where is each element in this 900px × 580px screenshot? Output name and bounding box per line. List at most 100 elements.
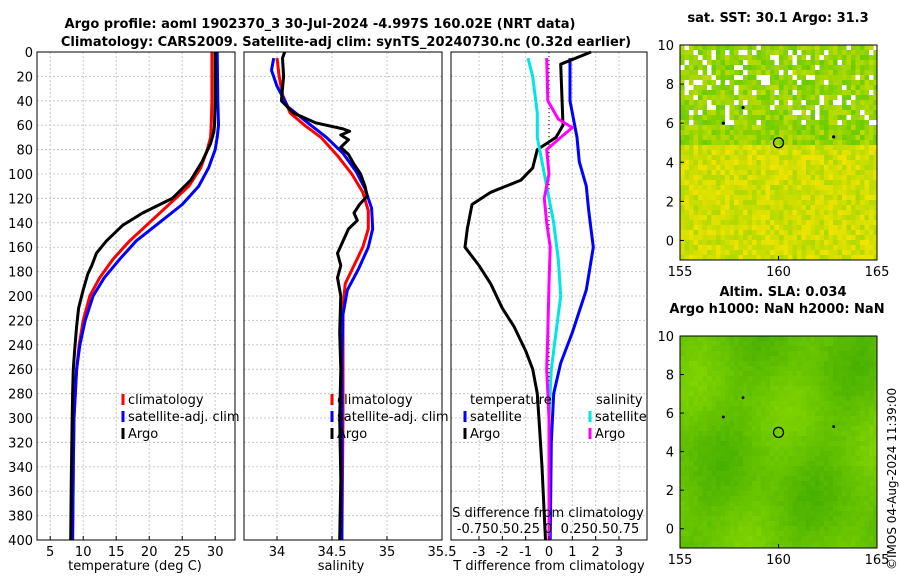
map-cell (801, 451, 807, 457)
map-cell (824, 536, 829, 542)
map-cell (810, 240, 816, 246)
legend-satellite-label: satellite-adj. clim (337, 410, 449, 425)
map-cell (752, 466, 757, 472)
map-cell (729, 496, 735, 502)
map-cell (810, 396, 816, 402)
map-cell (711, 406, 717, 412)
map-cell (797, 90, 802, 96)
map-cell (855, 531, 861, 537)
map-cell (833, 140, 838, 146)
map-cell (680, 506, 685, 512)
map-cell (855, 451, 861, 457)
map-cell (815, 506, 820, 512)
map-cell (869, 336, 874, 342)
map-cell (711, 411, 717, 417)
map-cell (792, 175, 798, 181)
map-cell (860, 100, 865, 106)
map-cell (779, 361, 784, 367)
map-cell (833, 255, 838, 261)
map-cell (819, 180, 825, 186)
map-cell (806, 521, 811, 527)
map-cell (833, 351, 838, 357)
map-cell (711, 130, 717, 136)
map-cell (846, 511, 852, 517)
map-cell (698, 456, 703, 462)
map-cell (711, 541, 717, 547)
map-cell (761, 130, 766, 136)
map-cell (788, 336, 793, 342)
map-cell (792, 521, 798, 527)
map-cell (725, 481, 730, 487)
map-cell (824, 120, 829, 126)
map-cell (680, 80, 685, 86)
map-cell (806, 70, 811, 76)
map-cell (855, 255, 861, 261)
map-cell (743, 230, 748, 236)
map-cell (792, 341, 798, 347)
map-cell (756, 471, 762, 477)
map-cell (711, 481, 717, 487)
map-cell (864, 70, 870, 76)
map-cell (747, 200, 753, 206)
map-cell (698, 431, 703, 437)
map-cell (734, 255, 739, 261)
map-cell (869, 85, 874, 91)
map-cell (828, 506, 834, 512)
map-cell (680, 90, 685, 96)
map-cell (738, 160, 744, 166)
map-cell (698, 80, 703, 86)
map-cell (833, 135, 838, 141)
map-cell (729, 501, 735, 507)
map-cell (851, 451, 856, 457)
difference-legend: temperature salinitysatelliteArgosatellit… (463, 393, 647, 442)
map-cell (743, 516, 748, 522)
map-cell (689, 195, 694, 201)
map-cell (680, 110, 685, 116)
map-cell (810, 426, 816, 432)
map-cell (698, 486, 703, 492)
map-cell (743, 70, 748, 76)
map-cell (801, 240, 807, 246)
y-tick-label: 0 (666, 234, 674, 249)
map-cell (756, 215, 762, 221)
map-cell (752, 426, 757, 432)
map-cell (720, 230, 726, 236)
map-cell (770, 521, 775, 527)
map-cell (788, 456, 793, 462)
map-cell (693, 501, 699, 507)
map-cell (788, 526, 793, 532)
map-cell (851, 416, 856, 422)
map-cell (864, 80, 870, 86)
map-cell (756, 496, 762, 502)
map-cell (873, 70, 878, 76)
map-cell (788, 466, 793, 472)
map-cell (689, 376, 694, 382)
map-cell (855, 366, 861, 372)
map-cell (729, 95, 735, 101)
map-cell (702, 461, 708, 467)
map-cell (824, 466, 829, 472)
map-cell (801, 190, 807, 196)
map-cell (765, 105, 771, 111)
map-cell (819, 205, 825, 211)
map-cell (752, 471, 757, 477)
map-cell (716, 125, 721, 131)
map-cell (873, 230, 878, 236)
map-cell (698, 361, 703, 367)
map-cell (815, 230, 820, 236)
map-cell (738, 230, 744, 236)
map-cell (725, 431, 730, 437)
map-cell (707, 90, 712, 96)
legend-s-satellite-label: satellite (595, 410, 647, 425)
map-cell (716, 341, 721, 347)
map-cell (869, 436, 874, 442)
map-cell (824, 200, 829, 206)
map-cell (837, 190, 843, 196)
map-cell (770, 255, 775, 261)
map-cell (837, 155, 843, 161)
map-cell (828, 546, 834, 549)
map-cell (797, 140, 802, 146)
map-cell (873, 436, 878, 442)
map-cell (680, 356, 685, 362)
